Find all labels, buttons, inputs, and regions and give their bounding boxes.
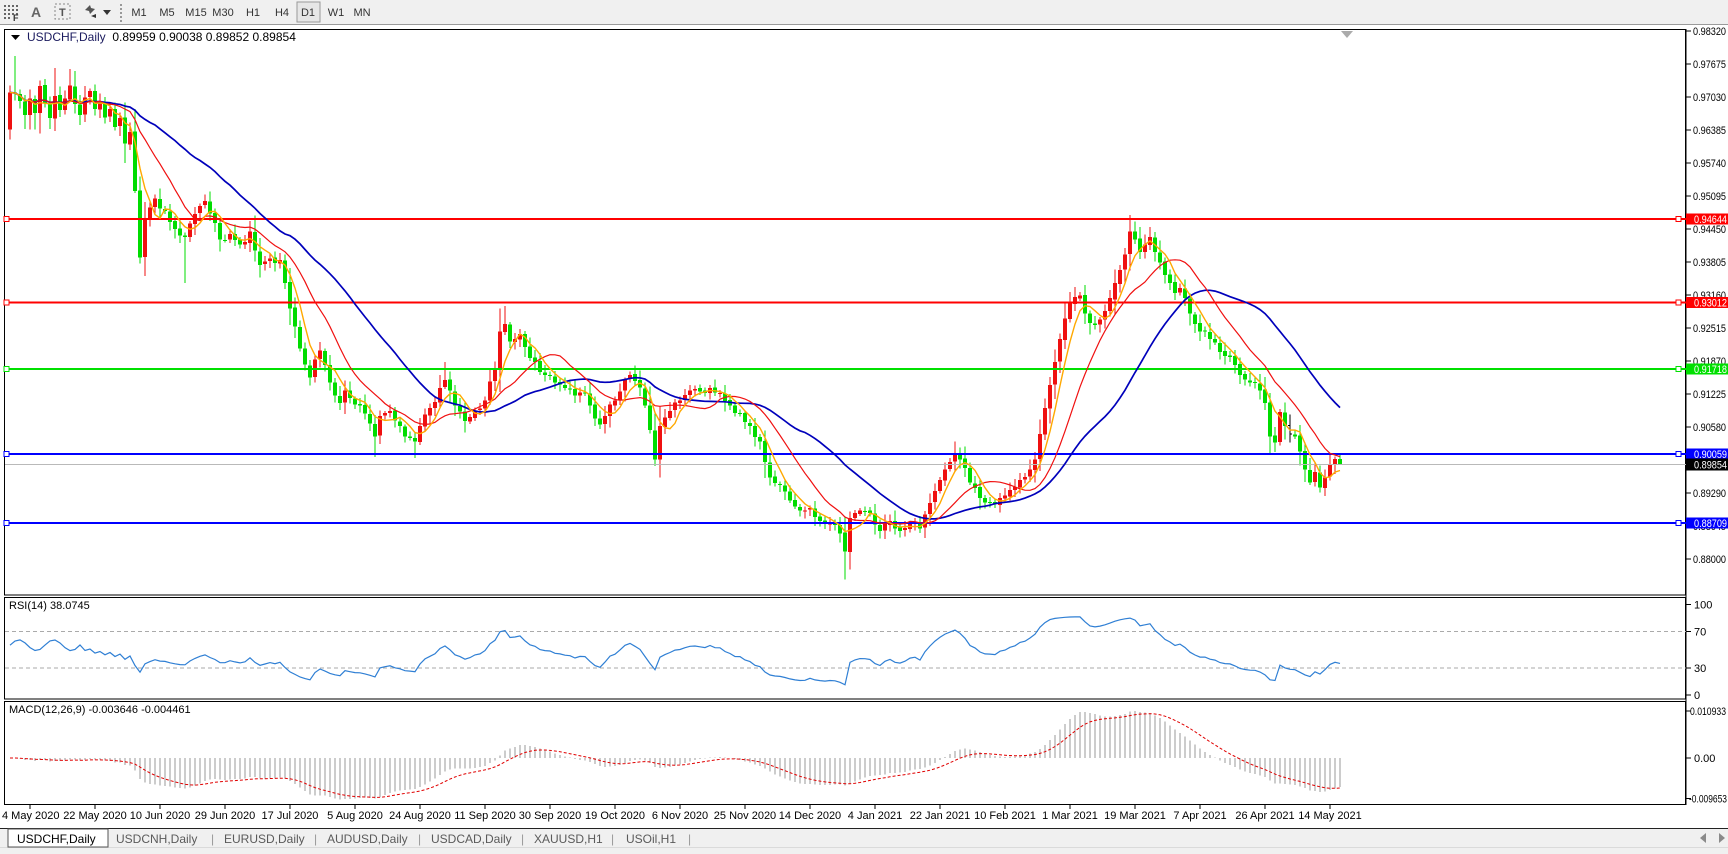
svg-text:EURUSD,Daily: EURUSD,Daily [224,832,305,846]
svg-text:M30: M30 [212,7,233,19]
svg-text:0.91718: 0.91718 [1694,364,1727,376]
svg-text:10 Jun 2020: 10 Jun 2020 [130,810,191,822]
svg-text:|: | [688,832,691,846]
svg-text:7 Apr 2021: 7 Apr 2021 [1173,810,1226,822]
svg-text:0.95095: 0.95095 [1693,191,1726,203]
svg-text:M15: M15 [185,7,206,19]
svg-text:H1: H1 [246,7,260,19]
svg-text:11 Sep 2020: 11 Sep 2020 [454,810,516,822]
svg-text:0.94644: 0.94644 [1694,214,1727,226]
svg-text:19 Mar 2021: 19 Mar 2021 [1104,810,1166,822]
svg-text:0.93805: 0.93805 [1693,257,1726,269]
svg-text:0.89290: 0.89290 [1693,488,1726,500]
svg-text:0.89854: 0.89854 [1694,459,1727,471]
svg-text:4 May 2020: 4 May 2020 [2,810,59,822]
svg-text:0.92515: 0.92515 [1693,323,1726,335]
svg-text:22 May 2020: 22 May 2020 [63,810,127,822]
svg-text:26 Apr 2021: 26 Apr 2021 [1235,810,1294,822]
svg-text:14 Dec 2020: 14 Dec 2020 [779,810,841,822]
svg-text:0.97675: 0.97675 [1693,59,1726,71]
svg-text:|: | [521,832,524,846]
svg-text:30: 30 [1694,663,1706,675]
svg-text:10 Feb 2021: 10 Feb 2021 [974,810,1036,822]
svg-text:17 Jul 2020: 17 Jul 2020 [262,810,319,822]
svg-text:D1: D1 [301,7,315,19]
svg-text:0: 0 [1694,690,1700,702]
svg-text:0.97030: 0.97030 [1693,92,1726,104]
svg-text:0.00: 0.00 [1694,753,1715,765]
svg-text:USDCHF,Daily 0.89959 0.90038: USDCHF,Daily 0.89959 0.90038 0.89852 0.8… [27,30,296,44]
svg-text:24 Aug 2020: 24 Aug 2020 [389,810,451,822]
svg-text:RSI(14) 38.0745: RSI(14) 38.0745 [9,600,90,612]
svg-text:5 Aug 2020: 5 Aug 2020 [327,810,383,822]
svg-text:29 Jun 2020: 29 Jun 2020 [195,810,256,822]
svg-text:|: | [418,832,421,846]
svg-text:XAUUSD,H1: XAUUSD,H1 [534,832,603,846]
svg-text:14 May 2021: 14 May 2021 [1298,810,1362,822]
svg-text:F: F [13,13,19,23]
svg-text:100: 100 [1694,600,1712,612]
svg-text:0.91225: 0.91225 [1693,389,1726,401]
svg-text:T: T [59,7,66,19]
svg-text:0.93012: 0.93012 [1694,298,1727,310]
svg-text:4 Jan 2021: 4 Jan 2021 [848,810,902,822]
svg-text:W1: W1 [328,7,345,19]
svg-text:25 Nov 2020: 25 Nov 2020 [714,810,776,822]
svg-text:0.010933: 0.010933 [1690,706,1726,718]
svg-text:70: 70 [1694,627,1706,639]
svg-text:|: | [611,832,614,846]
svg-text:|: | [211,832,214,846]
svg-text:MACD(12,26,9) -0.003646 -0.004: MACD(12,26,9) -0.003646 -0.004461 [9,704,191,716]
svg-text:USDCNH,Daily: USDCNH,Daily [116,832,197,846]
svg-text:|: | [314,832,317,846]
svg-text:USDCAD,Daily: USDCAD,Daily [431,832,512,846]
svg-text:0.98320: 0.98320 [1693,26,1726,38]
svg-text:19 Oct 2020: 19 Oct 2020 [585,810,645,822]
svg-text:A: A [31,4,41,20]
svg-text:0.88000: 0.88000 [1693,554,1726,566]
svg-text:0.96385: 0.96385 [1693,125,1726,137]
svg-text:USOil,H1: USOil,H1 [626,832,676,846]
svg-text:30 Sep 2020: 30 Sep 2020 [519,810,581,822]
svg-text:0.88709: 0.88709 [1694,518,1727,530]
svg-text:0.90059: 0.90059 [1694,449,1727,461]
svg-text:H4: H4 [275,7,289,19]
svg-text:0.95740: 0.95740 [1693,158,1726,170]
svg-text:22 Jan 2021: 22 Jan 2021 [910,810,971,822]
svg-text:0.94450: 0.94450 [1693,224,1726,236]
svg-text:1 Mar 2021: 1 Mar 2021 [1042,810,1098,822]
svg-text:-0.009653: -0.009653 [1689,794,1727,806]
svg-text:USDCHF,Daily: USDCHF,Daily [17,832,96,846]
svg-text:6 Nov 2020: 6 Nov 2020 [652,810,708,822]
svg-text:MN: MN [353,7,370,19]
svg-text:M5: M5 [159,7,174,19]
svg-text:AUDUSD,Daily: AUDUSD,Daily [327,832,408,846]
svg-text:M1: M1 [131,7,146,19]
svg-text:0.90580: 0.90580 [1693,422,1726,434]
